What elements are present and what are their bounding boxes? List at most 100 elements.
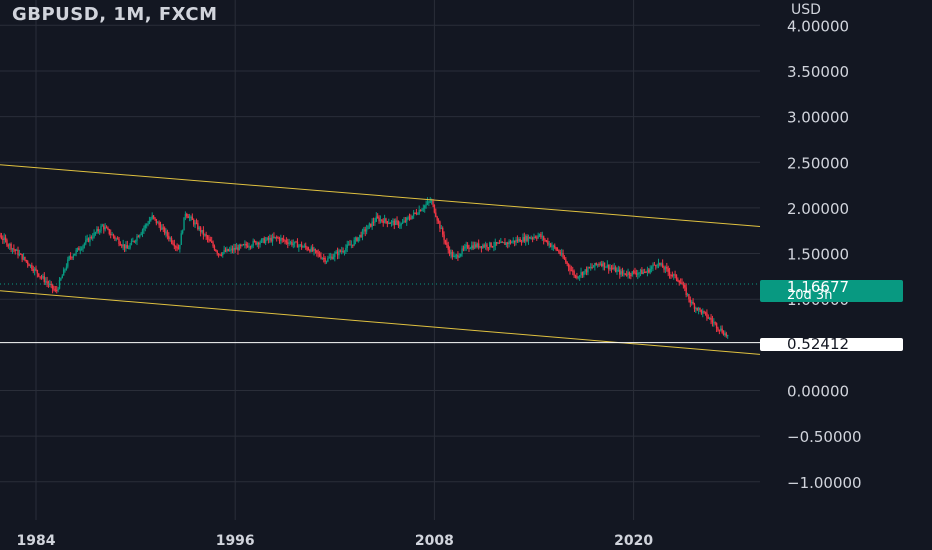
candle-body	[202, 229, 205, 236]
candle-body	[342, 250, 344, 252]
candle-body	[80, 248, 83, 250]
candle-body	[282, 238, 285, 241]
candle-body	[262, 238, 264, 240]
candle-body	[459, 253, 462, 257]
chart-title: GBPUSD, 1M, FXCM	[12, 4, 218, 25]
candle-body	[54, 289, 57, 291]
candle-body	[673, 274, 675, 276]
candle-body	[116, 238, 119, 240]
candle-body	[523, 237, 526, 242]
candle-body	[281, 238, 283, 240]
candle-body	[555, 247, 557, 250]
candle-body	[10, 244, 12, 250]
candle-body	[172, 242, 174, 245]
candle-body	[617, 269, 620, 271]
candle-body	[219, 254, 221, 256]
candle-body	[657, 262, 660, 266]
candle-body	[576, 275, 578, 278]
candle-body	[583, 271, 585, 276]
candle-body	[110, 233, 112, 235]
candle-body	[666, 266, 668, 269]
candle-body	[491, 246, 494, 248]
candle-body	[0, 236, 3, 239]
candle-body	[143, 227, 145, 230]
candle-body	[155, 218, 158, 224]
candle-body	[679, 282, 682, 284]
candle-body	[534, 236, 537, 238]
candle-body	[40, 276, 43, 278]
candle-body	[548, 243, 550, 245]
candle-body	[436, 216, 438, 221]
candle-body	[512, 240, 514, 242]
candle-body	[79, 249, 81, 251]
candle-body	[357, 237, 360, 242]
candle-body	[430, 201, 433, 203]
candle-body	[660, 263, 662, 265]
candle-body	[556, 249, 559, 251]
candle-body	[455, 254, 458, 256]
candle-body	[341, 250, 343, 252]
candle-body	[544, 239, 546, 241]
candle-body	[114, 236, 116, 239]
candle-body	[442, 228, 444, 235]
currency-label: USD	[791, 2, 821, 18]
candle-body	[263, 238, 265, 244]
candle-body	[43, 276, 45, 282]
candle-body	[169, 238, 171, 240]
candle-body	[144, 224, 146, 228]
candle-body	[664, 266, 667, 270]
candle-body	[235, 247, 238, 250]
candle-body	[585, 269, 588, 273]
level-value: 0.52412	[787, 335, 850, 353]
candle-body	[242, 244, 245, 246]
candle-body	[630, 275, 632, 277]
candle-body	[24, 256, 26, 261]
candle-body	[187, 216, 189, 219]
candle-body	[98, 230, 101, 232]
candle-body	[295, 241, 297, 243]
candle-body	[656, 265, 658, 267]
candle-body	[433, 204, 436, 213]
candle-body	[475, 244, 477, 248]
candle-body	[495, 242, 498, 244]
candle-body	[140, 233, 142, 235]
candle-body	[688, 294, 690, 300]
candle-body	[393, 220, 395, 225]
candle-body	[226, 249, 228, 252]
candle-body	[602, 262, 604, 267]
candle-body	[291, 241, 293, 245]
candle-body	[715, 323, 718, 329]
candle-body	[92, 237, 94, 239]
candle-body	[289, 241, 292, 243]
candle-body	[71, 257, 73, 259]
candle-body	[446, 242, 448, 246]
candle-body	[652, 264, 654, 267]
candle-body	[462, 248, 465, 250]
candle-body	[46, 281, 48, 283]
candle-body	[49, 284, 51, 286]
candle-body	[374, 221, 376, 223]
candle-body	[498, 242, 501, 244]
candle-body	[429, 201, 431, 203]
candle-body	[681, 282, 683, 285]
candle-body	[305, 245, 307, 248]
candle-body	[27, 261, 29, 265]
candle-body	[14, 249, 16, 251]
candle-body	[51, 284, 54, 289]
candle-body	[526, 236, 528, 241]
candle-body	[258, 242, 260, 245]
candle-body	[249, 246, 252, 248]
candle-body	[527, 236, 530, 241]
candle-body	[428, 201, 430, 203]
candle-body	[580, 272, 582, 276]
candle-body	[38, 273, 40, 277]
candle-body	[447, 245, 449, 250]
candle-body	[483, 245, 485, 247]
candle-body	[392, 220, 394, 222]
candle-body	[563, 257, 566, 260]
candle-body	[90, 236, 93, 239]
candle-body	[180, 233, 182, 245]
candle-body	[360, 234, 362, 237]
candle-body	[244, 243, 246, 245]
